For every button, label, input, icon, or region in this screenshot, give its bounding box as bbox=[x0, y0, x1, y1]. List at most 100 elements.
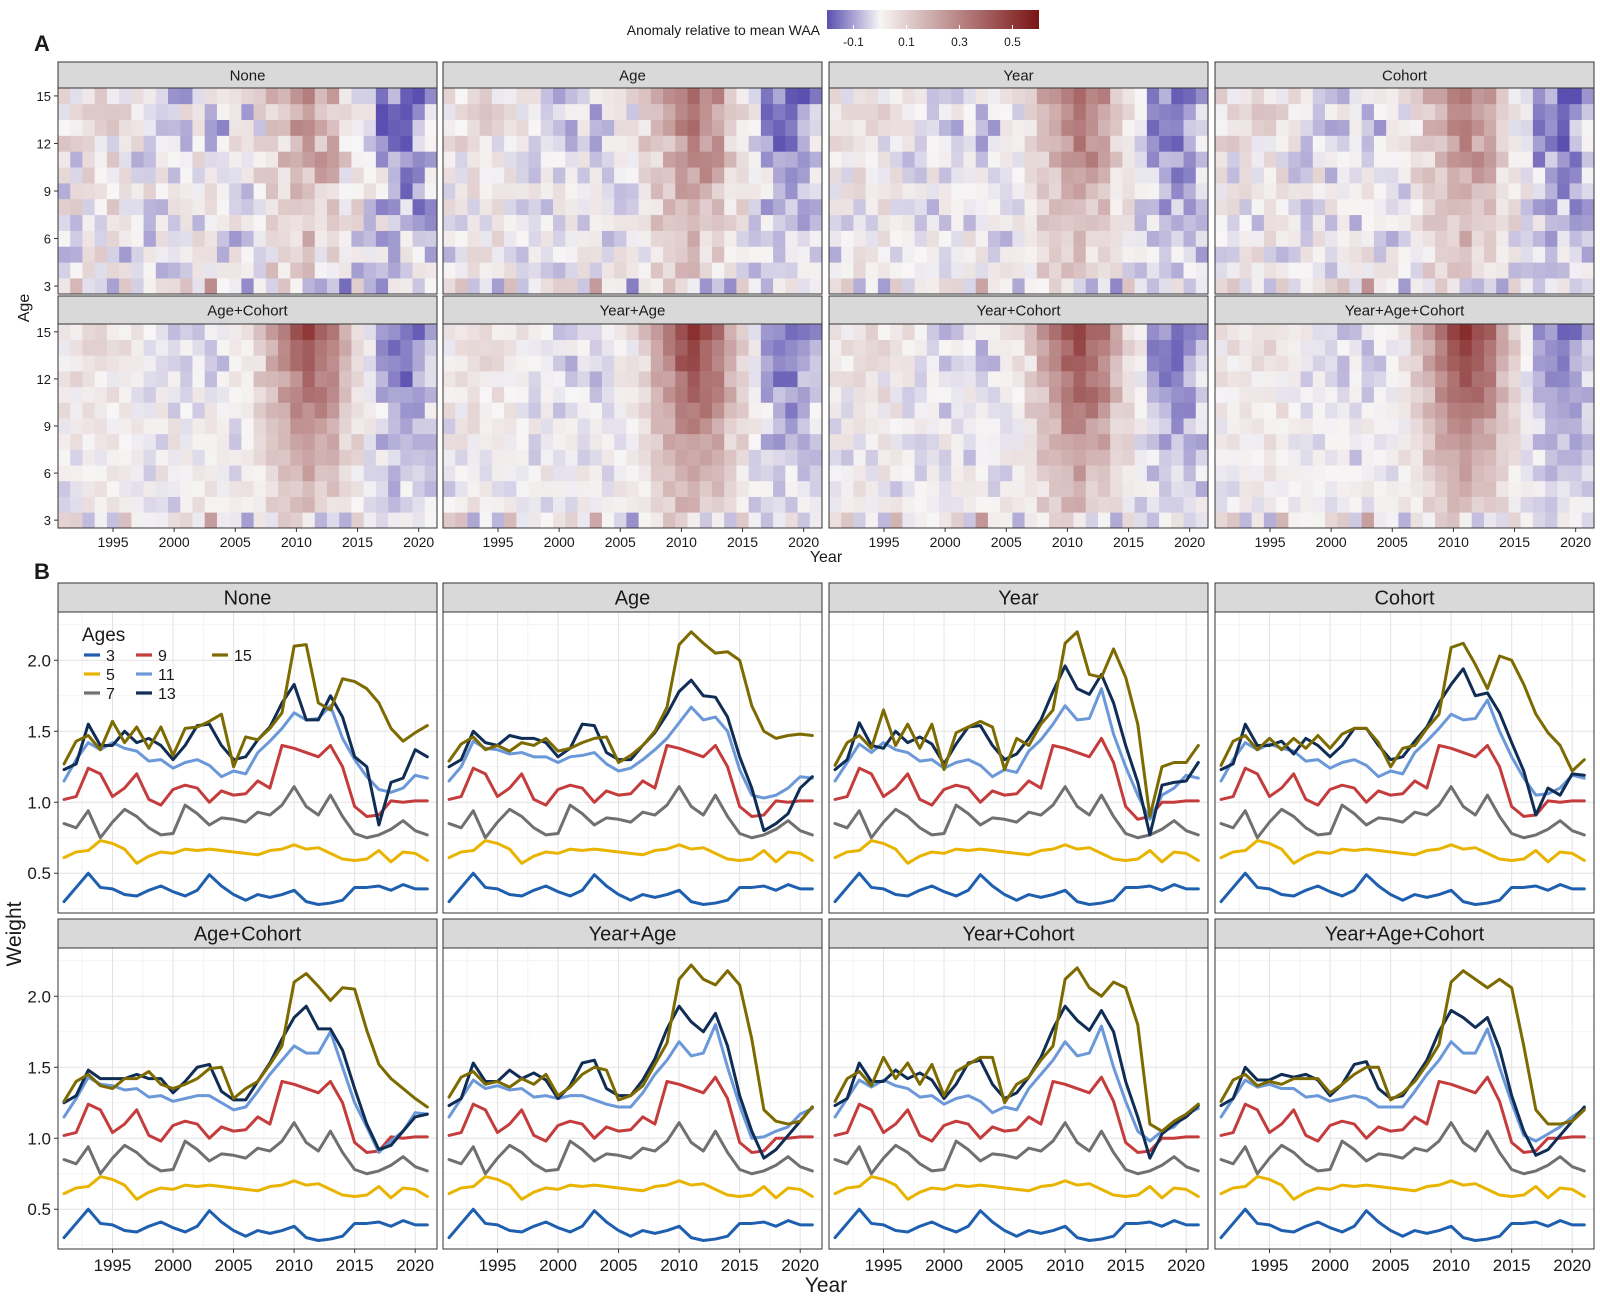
heatmap-cell bbox=[914, 496, 928, 513]
heatmap-cell bbox=[528, 151, 542, 168]
heatmap-cell bbox=[1288, 480, 1301, 497]
heatmap-cell bbox=[601, 214, 615, 231]
heatmap-cell bbox=[601, 135, 615, 152]
heatmap-cell bbox=[809, 151, 823, 168]
series-line-age-13 bbox=[62, 682, 429, 827]
heatmap-cell bbox=[797, 371, 811, 388]
heatmap-cell bbox=[773, 183, 786, 200]
heatmap-cell bbox=[241, 355, 254, 372]
heatmap-cell bbox=[951, 135, 964, 152]
heatmap-cell bbox=[650, 119, 664, 136]
heatmap-cell bbox=[424, 449, 438, 466]
heatmap-cell bbox=[94, 88, 108, 105]
heatmap-cell bbox=[939, 151, 952, 168]
heatmap-cell bbox=[773, 449, 786, 466]
heatmap-cell bbox=[443, 214, 456, 231]
heatmap-cell bbox=[1215, 151, 1228, 168]
heatmap-cell bbox=[1386, 512, 1399, 529]
heatmap-cell bbox=[278, 371, 291, 388]
heatmap-cell bbox=[1471, 480, 1485, 497]
heatmap-cell bbox=[180, 433, 193, 450]
heatmap-cell bbox=[760, 167, 774, 184]
heatmap-cell bbox=[926, 386, 940, 403]
line-x-tick-label: 2005 bbox=[986, 1256, 1024, 1275]
heatmap-cell bbox=[1036, 512, 1050, 529]
heatmap-cell bbox=[314, 214, 328, 231]
heatmap-cell bbox=[1049, 198, 1062, 216]
heatmap-cell bbox=[1325, 246, 1338, 263]
heatmap-cell bbox=[553, 480, 566, 497]
heatmap-cell bbox=[553, 496, 566, 513]
heatmap-cell bbox=[1557, 465, 1570, 482]
heatmap-cell bbox=[290, 198, 303, 216]
heatmap-y-tick-label: 9 bbox=[44, 419, 51, 434]
heatmap-cell bbox=[1435, 418, 1448, 435]
heatmap-cell bbox=[540, 167, 554, 184]
heatmap-cell bbox=[204, 135, 218, 152]
heatmap-cell bbox=[951, 433, 964, 450]
heatmap-cell bbox=[963, 465, 977, 482]
heatmap-cell bbox=[987, 167, 1001, 184]
heatmap-cell bbox=[914, 418, 928, 435]
heatmap-cell bbox=[94, 324, 108, 340]
heatmap-cell bbox=[479, 465, 493, 482]
heatmap-cell bbox=[1012, 371, 1025, 388]
heatmap-cell bbox=[1435, 433, 1448, 450]
heatmap-cell bbox=[278, 246, 291, 263]
heatmap-cell bbox=[192, 167, 206, 184]
heatmap-cell bbox=[1471, 230, 1485, 247]
heatmap-cell bbox=[1300, 119, 1314, 136]
heatmap-cell bbox=[1532, 355, 1546, 372]
heatmap-cell bbox=[1508, 449, 1521, 466]
heatmap-cell bbox=[1532, 278, 1546, 295]
heatmap-cell bbox=[528, 230, 542, 247]
heatmap-cell bbox=[241, 449, 254, 466]
heatmap-cell bbox=[1496, 214, 1509, 231]
heatmap-cell bbox=[82, 512, 95, 529]
heatmap-cell bbox=[363, 198, 377, 216]
heatmap-cell bbox=[1386, 496, 1399, 513]
heatmap-cell bbox=[773, 418, 786, 435]
heatmap-cell bbox=[614, 402, 627, 419]
heatmap-cell bbox=[180, 262, 193, 279]
heatmap-cell bbox=[412, 371, 426, 388]
heatmap-cell bbox=[877, 402, 891, 419]
heatmap-cell bbox=[58, 512, 71, 529]
heatmap-cell bbox=[1545, 465, 1558, 482]
heatmap-cell bbox=[1073, 339, 1087, 356]
line-x-tick-label: 2005 bbox=[215, 1256, 253, 1275]
heatmap-cell bbox=[1012, 151, 1025, 168]
heatmap-cell bbox=[314, 278, 328, 295]
heatmap-cell bbox=[302, 339, 316, 356]
heatmap-cell bbox=[963, 278, 977, 295]
heatmap-cell bbox=[1410, 324, 1424, 340]
heatmap-cell bbox=[375, 103, 389, 120]
heatmap-cell bbox=[1581, 371, 1595, 388]
heatmap-cell bbox=[902, 246, 915, 263]
heatmap-cell bbox=[1508, 465, 1521, 482]
facet-strip bbox=[828, 582, 1209, 613]
heatmap-cell bbox=[204, 262, 218, 279]
heatmap-cell bbox=[699, 262, 713, 279]
heatmap-cell bbox=[1134, 324, 1148, 340]
heatmap-cell bbox=[1215, 355, 1228, 372]
heatmap-cell bbox=[589, 465, 603, 482]
heatmap-cell bbox=[314, 119, 328, 136]
heatmap-cell bbox=[809, 386, 823, 403]
heatmap-cell bbox=[1251, 324, 1265, 340]
heatmap-cell bbox=[1263, 230, 1277, 247]
heatmap-cell bbox=[1146, 512, 1160, 529]
heatmap-cell bbox=[939, 324, 952, 340]
heatmap-cell bbox=[326, 167, 340, 184]
heatmap-cell bbox=[491, 262, 505, 279]
heatmap-cell bbox=[326, 151, 340, 168]
ages-legend-label-7: 7 bbox=[106, 686, 115, 703]
heatmap-cell bbox=[1386, 386, 1399, 403]
heatmap-cell bbox=[443, 167, 456, 184]
heatmap-cell bbox=[1312, 465, 1326, 482]
heatmap-cell bbox=[479, 418, 493, 435]
heatmap-cell bbox=[687, 262, 701, 279]
heatmap-cell bbox=[1110, 449, 1123, 466]
heatmap-cell bbox=[82, 355, 95, 372]
